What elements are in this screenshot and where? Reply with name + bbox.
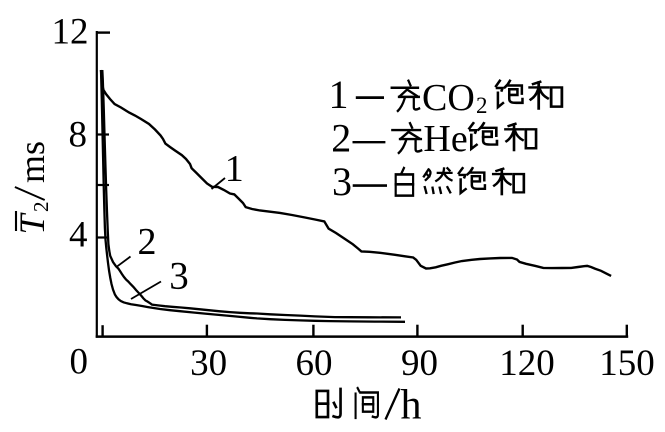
svg-text:12: 12 xyxy=(52,11,89,52)
svg-text:60: 60 xyxy=(296,343,333,384)
svg-text:8: 8 xyxy=(69,115,88,156)
svg-text:ms: ms xyxy=(12,141,52,183)
svg-text:0: 0 xyxy=(70,342,89,383)
svg-text:He: He xyxy=(423,118,467,160)
svg-text:2: 2 xyxy=(29,202,53,213)
svg-text:30: 30 xyxy=(190,343,227,384)
svg-text:3: 3 xyxy=(332,159,352,204)
svg-text:3: 3 xyxy=(169,255,189,298)
svg-text:1: 1 xyxy=(225,148,244,190)
svg-text:2: 2 xyxy=(331,115,351,160)
svg-text:4: 4 xyxy=(69,215,88,256)
svg-text:CO: CO xyxy=(422,77,475,119)
svg-text:150: 150 xyxy=(599,343,655,384)
svg-text:2: 2 xyxy=(138,221,157,263)
svg-text:90: 90 xyxy=(401,343,438,384)
svg-text:1: 1 xyxy=(329,72,349,117)
svg-text:120: 120 xyxy=(499,343,555,384)
svg-text:T: T xyxy=(12,212,52,235)
svg-text:2: 2 xyxy=(476,93,488,118)
svg-text:h: h xyxy=(401,383,422,428)
